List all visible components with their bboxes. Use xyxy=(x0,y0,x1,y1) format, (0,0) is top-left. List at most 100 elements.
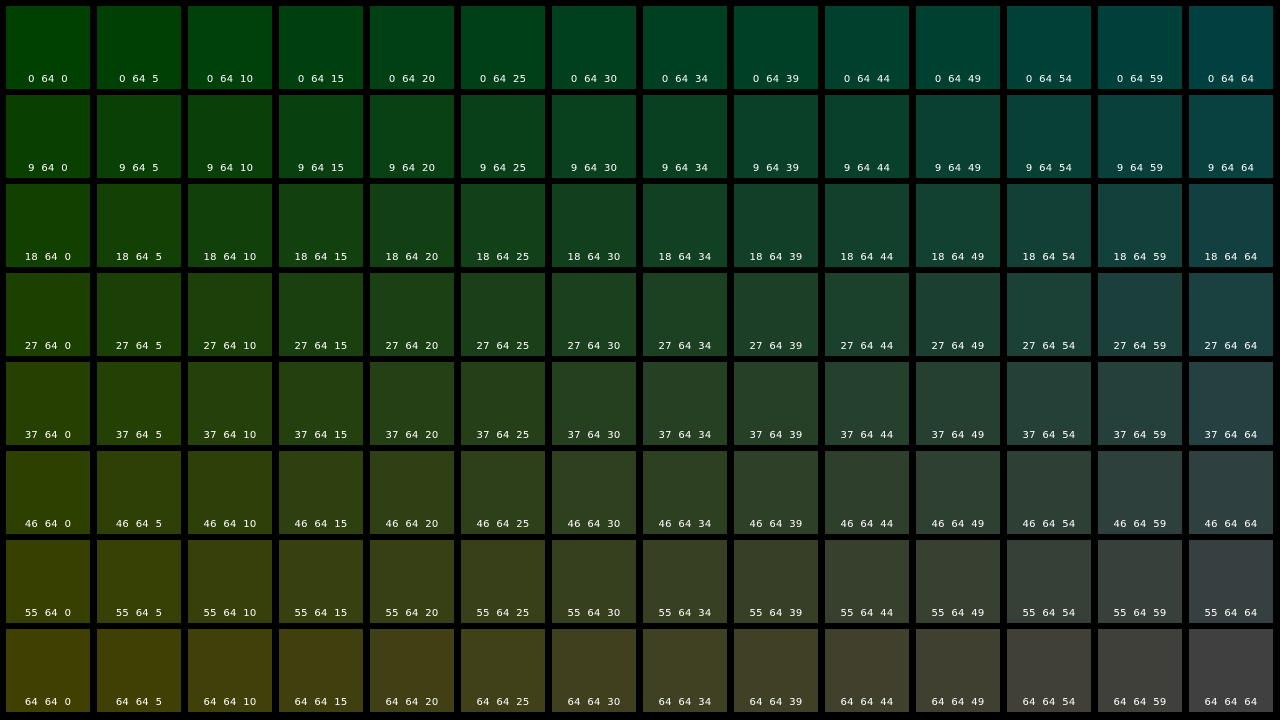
color-swatch: 18 64 59 xyxy=(1098,184,1182,267)
swatch-label: 46 64 0 xyxy=(24,519,72,530)
color-swatch: 37 64 0 xyxy=(6,362,90,445)
color-swatch: 18 64 10 xyxy=(188,184,272,267)
color-swatch: 55 64 15 xyxy=(279,540,363,623)
color-swatch: 37 64 44 xyxy=(825,362,909,445)
swatch-label: 46 64 30 xyxy=(567,519,621,530)
color-swatch: 27 64 44 xyxy=(825,273,909,356)
color-swatch: 9 64 15 xyxy=(279,95,363,178)
color-swatch: 0 64 64 xyxy=(1189,6,1273,89)
color-swatch: 0 64 0 xyxy=(6,6,90,89)
color-swatch: 37 64 49 xyxy=(916,362,1000,445)
color-swatch: 55 64 0 xyxy=(6,540,90,623)
swatch-label: 0 64 44 xyxy=(843,74,891,85)
color-swatch: 9 64 5 xyxy=(97,95,181,178)
swatch-label: 9 64 10 xyxy=(206,163,254,174)
color-swatch: 55 64 20 xyxy=(370,540,454,623)
swatch-label: 46 64 39 xyxy=(749,519,803,530)
color-swatch: 46 64 10 xyxy=(188,451,272,534)
color-swatch: 27 64 59 xyxy=(1098,273,1182,356)
color-swatch: 37 64 39 xyxy=(734,362,818,445)
swatch-label: 0 64 39 xyxy=(752,74,800,85)
color-swatch: 64 64 64 xyxy=(1189,629,1273,712)
color-swatch: 64 64 54 xyxy=(1007,629,1091,712)
swatch-label: 27 64 30 xyxy=(567,341,621,352)
color-swatch: 37 64 64 xyxy=(1189,362,1273,445)
color-swatch: 37 64 54 xyxy=(1007,362,1091,445)
color-swatch: 46 64 64 xyxy=(1189,451,1273,534)
swatch-label: 18 64 49 xyxy=(931,252,985,263)
swatch-label: 46 64 20 xyxy=(385,519,439,530)
swatch-label: 9 64 0 xyxy=(28,163,68,174)
swatch-label: 27 64 25 xyxy=(476,341,530,352)
swatch-label: 27 64 5 xyxy=(115,341,163,352)
swatch-label: 0 64 54 xyxy=(1025,74,1073,85)
color-swatch: 18 64 15 xyxy=(279,184,363,267)
swatch-label: 55 64 59 xyxy=(1113,608,1167,619)
color-swatch: 37 64 25 xyxy=(461,362,545,445)
swatch-label: 64 64 25 xyxy=(476,697,530,708)
swatch-label: 37 64 15 xyxy=(294,430,348,441)
swatch-label: 55 64 0 xyxy=(24,608,72,619)
color-swatch: 55 64 10 xyxy=(188,540,272,623)
swatch-label: 64 64 0 xyxy=(24,697,72,708)
color-swatch: 27 64 25 xyxy=(461,273,545,356)
swatch-label: 0 64 30 xyxy=(570,74,618,85)
color-swatch: 27 64 34 xyxy=(643,273,727,356)
swatch-label: 9 64 49 xyxy=(934,163,982,174)
swatch-label: 37 64 0 xyxy=(24,430,72,441)
swatch-label: 27 64 44 xyxy=(840,341,894,352)
swatch-label: 18 64 54 xyxy=(1022,252,1076,263)
swatch-label: 0 64 59 xyxy=(1116,74,1164,85)
color-swatch: 18 64 5 xyxy=(97,184,181,267)
color-swatch: 27 64 49 xyxy=(916,273,1000,356)
color-swatch: 64 64 25 xyxy=(461,629,545,712)
color-swatch: 55 64 39 xyxy=(734,540,818,623)
color-swatch: 64 64 5 xyxy=(97,629,181,712)
swatch-label: 55 64 30 xyxy=(567,608,621,619)
swatch-label: 0 64 64 xyxy=(1207,74,1255,85)
color-swatch: 0 64 20 xyxy=(370,6,454,89)
color-swatch: 55 64 54 xyxy=(1007,540,1091,623)
color-swatch: 27 64 0 xyxy=(6,273,90,356)
swatch-label: 46 64 54 xyxy=(1022,519,1076,530)
swatch-label: 18 64 34 xyxy=(658,252,712,263)
swatch-label: 9 64 20 xyxy=(388,163,436,174)
swatch-label: 37 64 44 xyxy=(840,430,894,441)
color-swatch: 18 64 44 xyxy=(825,184,909,267)
color-swatch: 27 64 10 xyxy=(188,273,272,356)
swatch-label: 64 64 54 xyxy=(1022,697,1076,708)
swatch-label: 9 64 15 xyxy=(297,163,345,174)
swatch-label: 37 64 49 xyxy=(931,430,985,441)
color-swatch: 55 64 44 xyxy=(825,540,909,623)
color-swatch: 46 64 34 xyxy=(643,451,727,534)
color-swatch: 27 64 64 xyxy=(1189,273,1273,356)
color-swatch: 46 64 15 xyxy=(279,451,363,534)
swatch-label: 46 64 49 xyxy=(931,519,985,530)
swatch-label: 55 64 34 xyxy=(658,608,712,619)
color-swatch: 46 64 0 xyxy=(6,451,90,534)
color-swatch: 64 64 30 xyxy=(552,629,636,712)
color-swatch: 9 64 34 xyxy=(643,95,727,178)
color-swatch: 37 64 15 xyxy=(279,362,363,445)
swatch-label: 27 64 54 xyxy=(1022,341,1076,352)
swatch-label: 55 64 54 xyxy=(1022,608,1076,619)
swatch-label: 18 64 20 xyxy=(385,252,439,263)
color-swatch: 64 64 49 xyxy=(916,629,1000,712)
color-swatch: 0 64 34 xyxy=(643,6,727,89)
color-swatch: 37 64 5 xyxy=(97,362,181,445)
color-swatch: 9 64 39 xyxy=(734,95,818,178)
color-swatch: 18 64 20 xyxy=(370,184,454,267)
color-swatch: 64 64 44 xyxy=(825,629,909,712)
color-swatch: 64 64 39 xyxy=(734,629,818,712)
swatch-label: 18 64 59 xyxy=(1113,252,1167,263)
swatch-label: 0 64 34 xyxy=(661,74,709,85)
swatch-label: 46 64 5 xyxy=(115,519,163,530)
swatch-label: 18 64 25 xyxy=(476,252,530,263)
swatch-label: 27 64 34 xyxy=(658,341,712,352)
color-swatch: 18 64 39 xyxy=(734,184,818,267)
color-swatch: 37 64 20 xyxy=(370,362,454,445)
color-swatch: 46 64 20 xyxy=(370,451,454,534)
swatch-label: 37 64 34 xyxy=(658,430,712,441)
color-swatch: 18 64 64 xyxy=(1189,184,1273,267)
swatch-label: 9 64 44 xyxy=(843,163,891,174)
